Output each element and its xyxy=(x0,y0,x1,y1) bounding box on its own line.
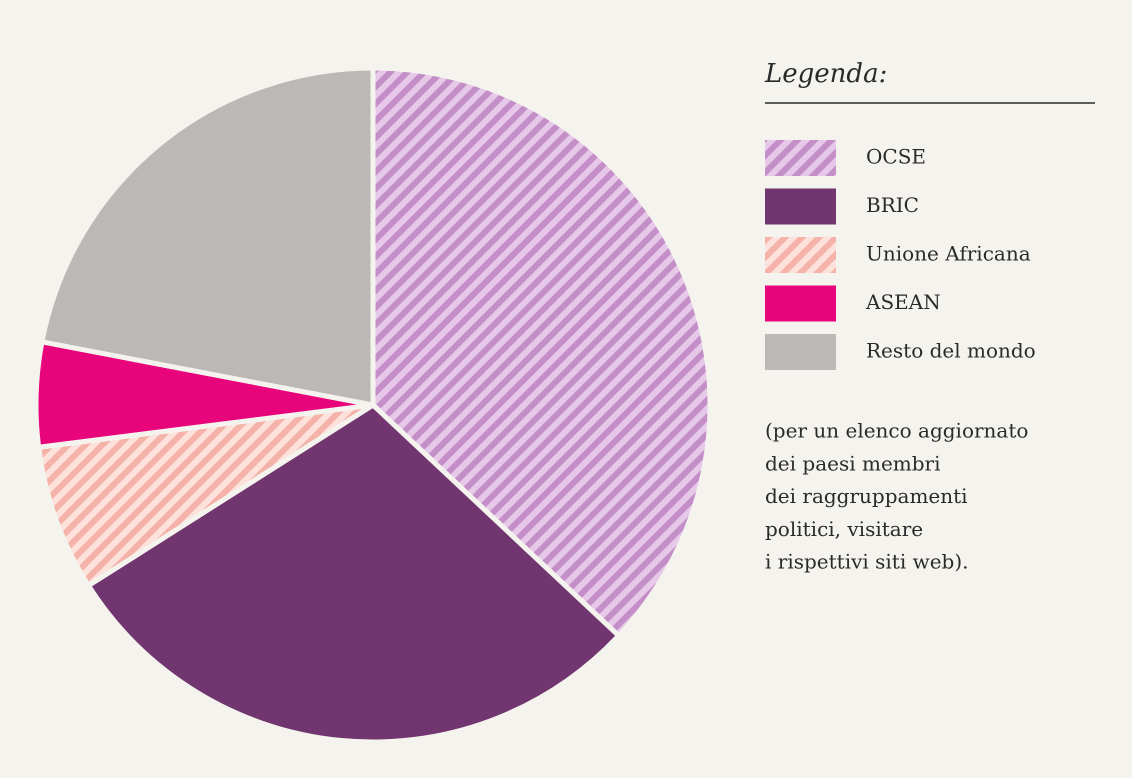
legend-swatch xyxy=(765,237,836,273)
pie-slice xyxy=(370,65,713,639)
legend-swatch xyxy=(765,188,836,225)
pie-slice xyxy=(36,402,376,589)
legend-label: OCSE xyxy=(866,145,926,169)
legend-swatch xyxy=(765,334,836,370)
note-line: (per un elenco aggiornato xyxy=(765,419,1028,443)
legend-label: Unione Africana xyxy=(866,242,1031,266)
legend-label: ASEAN xyxy=(865,290,941,314)
legend-swatch xyxy=(765,285,836,322)
note-line: i rispettivi siti web). xyxy=(765,550,969,574)
pie-slice xyxy=(85,402,622,745)
legend-label: BRIC xyxy=(866,193,919,217)
pie-slice xyxy=(39,65,376,408)
note-line: politici, visitare xyxy=(765,517,923,541)
legend-swatch xyxy=(765,140,836,176)
note-line: dei paesi membri xyxy=(765,451,941,475)
legend-label: Resto del mondo xyxy=(866,339,1036,363)
legend-title: Legenda: xyxy=(764,59,887,89)
note-line: dei raggruppamenti xyxy=(765,484,968,508)
